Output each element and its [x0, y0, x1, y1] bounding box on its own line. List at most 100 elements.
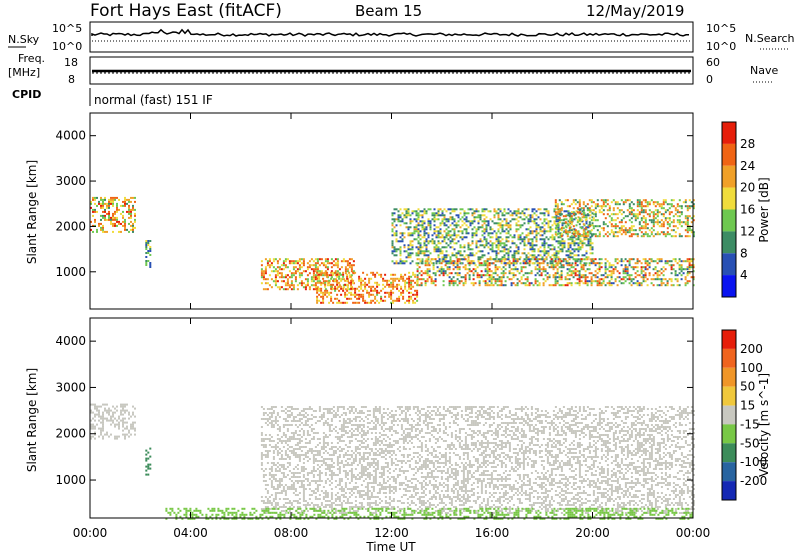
- heatmap-cell: [648, 266, 651, 269]
- heatmap-cell: [660, 231, 663, 234]
- heatmap-cell: [517, 238, 520, 241]
- heatmap-cell: [412, 279, 415, 282]
- heatmap-cell: [338, 436, 341, 438]
- heatmap-cell: [286, 474, 289, 476]
- heatmap-cell: [471, 228, 474, 231]
- heatmap-cell: [676, 284, 679, 287]
- heatmap-cell: [652, 274, 655, 277]
- heatmap-cell: [108, 202, 110, 205]
- heatmap-cell: [310, 472, 313, 474]
- heatmap-cell: [529, 230, 532, 233]
- heatmap-cell: [682, 221, 685, 224]
- heatmap-cell: [346, 450, 349, 452]
- heatmap-cell: [553, 208, 556, 211]
- heatmap-cell: [411, 240, 414, 243]
- heatmap-cell: [426, 264, 429, 267]
- heatmap-cell: [486, 270, 489, 273]
- heatmap-cell: [149, 455, 152, 458]
- heatmap-cell: [499, 208, 502, 211]
- heatmap-cell: [344, 291, 347, 294]
- heatmap-cell: [410, 283, 413, 286]
- heatmap-cell: [268, 478, 271, 480]
- heatmap-cell: [266, 264, 269, 267]
- heatmap-cell: [451, 234, 454, 237]
- heatmap-cell: [606, 199, 609, 202]
- heatmap-cell: [330, 277, 333, 280]
- heatmap-cell: [262, 274, 265, 277]
- heatmap-cell: [564, 225, 567, 228]
- heatmap-cell: [292, 272, 295, 275]
- heatmap-cell: [502, 284, 505, 287]
- heatmap-cell: [122, 220, 124, 223]
- heatmap-cell: [650, 278, 653, 281]
- heatmap-cell: [260, 456, 263, 458]
- heatmap-cell: [577, 242, 580, 245]
- heatmap-cell: [610, 276, 613, 279]
- heatmap-cell: [346, 260, 349, 263]
- heatmap-cell: [531, 240, 534, 243]
- heatmap-cell: [288, 410, 291, 412]
- heatmap-cell: [272, 486, 275, 488]
- heatmap-cell: [658, 225, 661, 228]
- heatmap-cell: [328, 262, 331, 265]
- heatmap-cell: [567, 256, 570, 259]
- heatmap-cell: [336, 281, 339, 284]
- heatmap-cell: [318, 480, 321, 482]
- heatmap-cell: [392, 285, 395, 288]
- heatmap-cell: [484, 274, 487, 277]
- heatmap-cell: [670, 199, 673, 202]
- heatmap-cell: [521, 210, 524, 213]
- heatmap-cell: [569, 256, 572, 259]
- heatmap-cell: [434, 258, 437, 261]
- heatmap-cell: [654, 217, 657, 220]
- heatmap-cell: [419, 242, 422, 245]
- heatmap-cell: [509, 214, 512, 217]
- heatmap-cell: [399, 250, 402, 253]
- heatmap-cell: [567, 224, 570, 227]
- heatmap-cell: [338, 500, 341, 502]
- heatmap-cell: [102, 425, 104, 428]
- heatmap-cell: [300, 468, 303, 470]
- heatmap-cell: [684, 235, 687, 238]
- heatmap-cell: [463, 210, 466, 213]
- heatmap-cell: [656, 211, 659, 214]
- heatmap-cell: [583, 216, 586, 219]
- heatmap-cell: [638, 201, 641, 204]
- heatmap-cell: [618, 272, 621, 275]
- heatmap-cell: [282, 434, 285, 436]
- heatmap-cell: [632, 225, 635, 228]
- heatmap-cell: [130, 196, 132, 199]
- heatmap-cell: [503, 230, 506, 233]
- heatmap-cell: [302, 490, 305, 492]
- heatmap-cell: [90, 425, 92, 428]
- heatmap-cell: [404, 273, 407, 276]
- heatmap-cell: [268, 416, 271, 418]
- heatmap-cell: [296, 426, 299, 428]
- heatmap-cell: [572, 225, 575, 228]
- heatmap-cell: [575, 224, 578, 227]
- heatmap-cell: [407, 208, 410, 211]
- heatmap-cell: [491, 232, 494, 235]
- heatmap-cell: [522, 262, 525, 265]
- heatmap-cell: [503, 224, 506, 227]
- heatmap-cell: [384, 279, 387, 282]
- heatmap-cell: [336, 279, 339, 282]
- heatmap-cell: [330, 424, 333, 426]
- heatmap-cell: [499, 260, 502, 263]
- heatmap-cell: [614, 268, 617, 271]
- heatmap-cell: [554, 278, 557, 281]
- heatmap-cell: [290, 488, 293, 490]
- heatmap-cell: [328, 448, 331, 450]
- heatmap-cell: [562, 258, 565, 261]
- heatmap-cell: [326, 412, 329, 414]
- heatmap-cell: [582, 276, 585, 279]
- heatmap-cell: [497, 230, 500, 233]
- heatmap-cell: [312, 280, 315, 283]
- heatmap-cell: [549, 244, 552, 247]
- heatmap-cell: [370, 301, 373, 304]
- heatmap-cell: [405, 214, 408, 217]
- heatmap-cell: [441, 240, 444, 243]
- heatmap-cell: [334, 446, 337, 448]
- heatmap-cell: [264, 268, 267, 271]
- heatmap-cell: [334, 279, 337, 282]
